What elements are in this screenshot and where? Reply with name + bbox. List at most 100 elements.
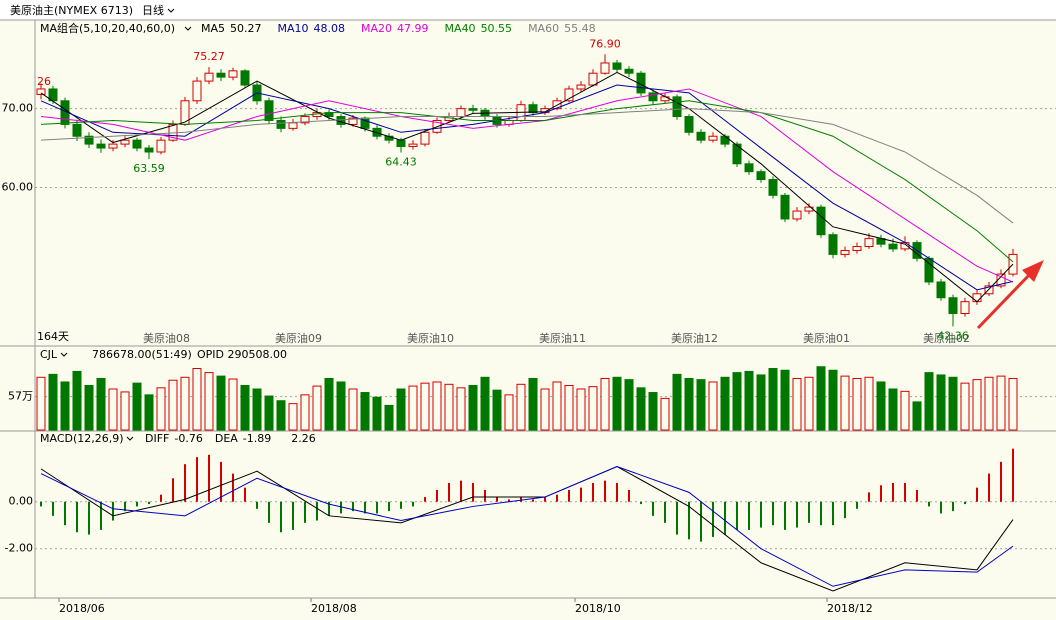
candle-body (924, 257, 934, 283)
volume-chevron[interactable] (60, 352, 68, 357)
volume-bar (504, 394, 514, 431)
volume-bar (144, 394, 154, 431)
legend-value: 48.08 (314, 22, 346, 35)
candle-body (372, 127, 382, 137)
macd-title[interactable]: MACD(12,26,9) (40, 432, 124, 445)
volume-bar (420, 382, 430, 431)
volume-bar (408, 385, 418, 431)
volume-bar (108, 388, 118, 431)
macd-chevron[interactable] (126, 436, 134, 441)
candle-body (408, 143, 418, 147)
x-tick-label: 2018/10 (575, 602, 621, 615)
volume-bar (996, 375, 1006, 431)
candle-body (456, 108, 466, 118)
volume-bar (156, 387, 166, 431)
volume-bar (576, 388, 586, 431)
volume-bar (492, 389, 502, 431)
volume-bar (708, 381, 718, 431)
price-annotation: 64.43 (385, 156, 417, 169)
volume-bar (84, 384, 94, 431)
candle-body (816, 206, 826, 236)
volume-bar (564, 384, 574, 431)
y-tick-label: 0.00 (9, 495, 34, 508)
volume-bar (600, 377, 610, 431)
contract-label: 美原油02 (923, 331, 970, 345)
candle-body (792, 210, 802, 220)
x-tick-label: 2018/06 (59, 602, 105, 615)
candle-body (204, 72, 214, 82)
volume-bar (900, 390, 910, 431)
candle-body (108, 143, 118, 149)
candle-body (780, 194, 790, 220)
volume-bar (732, 372, 742, 431)
candle-body (768, 179, 778, 196)
y-tick-label: -2.00 (5, 542, 33, 555)
volume-bar (288, 403, 298, 431)
volume-bar (372, 396, 382, 431)
candle-body (840, 249, 850, 255)
volume-bar (36, 376, 46, 431)
candle-body (684, 116, 694, 133)
volume-bar (72, 370, 82, 431)
macd-value: 2.26 (291, 432, 316, 445)
volume-bar (432, 381, 442, 431)
volume-bar (588, 386, 598, 431)
legend-name: DEA (215, 432, 238, 445)
volume-bar (348, 388, 358, 431)
price-annotation: 42.36 (937, 329, 969, 342)
candle-body (696, 131, 706, 141)
legend-name: MA60 (528, 22, 559, 35)
candle-body (648, 92, 658, 102)
x-tick-label: 2018/08 (311, 602, 357, 615)
volume-bar (168, 379, 178, 431)
period-chevron[interactable] (167, 8, 175, 13)
candle-body (624, 68, 634, 74)
volume-bar (672, 373, 682, 431)
edge-label: 26 (37, 75, 51, 88)
legend-name: MA40 (445, 22, 476, 35)
candle-body (576, 84, 586, 90)
x-tick-label: 2018/12 (827, 602, 873, 615)
volume-bar (444, 383, 454, 431)
legend-value: 50.55 (481, 22, 513, 35)
volume-title[interactable]: CJL (40, 348, 58, 361)
y-tick-label: 70.00 (2, 102, 34, 115)
volume-bar (696, 379, 706, 431)
volume-bar (60, 381, 70, 431)
volume-bar (768, 368, 778, 431)
volume-bar (804, 376, 814, 431)
arrow-head (1022, 260, 1044, 282)
candle-body (300, 116, 310, 124)
candle-body (864, 238, 874, 248)
volume-bar (96, 377, 106, 431)
contract-label: 美原油11 (539, 331, 586, 345)
volume-bar (456, 387, 466, 431)
price-annotation: 63.59 (133, 162, 165, 175)
legend-value: 50.27 (230, 22, 262, 35)
volume-bar (396, 388, 406, 431)
volume-bar (324, 377, 334, 431)
candle-body (588, 72, 598, 86)
volume-bar (264, 395, 274, 431)
ma-title[interactable]: MA组合(5,10,20,40,60,0) (40, 21, 175, 35)
volume-bar (624, 379, 634, 431)
volume-bar (816, 366, 826, 431)
ma-chevron[interactable] (184, 26, 192, 31)
contract-label: 美原油08 (143, 331, 190, 345)
legend-value: -0.76 (174, 432, 202, 445)
day-count: 164天 (37, 330, 69, 343)
volume-bar (468, 384, 478, 431)
legend-value: 55.48 (564, 22, 596, 35)
volume-bar (300, 394, 310, 431)
y-tick-label: 60.00 (2, 180, 34, 193)
candle-body (420, 131, 430, 145)
volume-bar (516, 383, 526, 431)
candle-body (528, 104, 538, 114)
candle-body (828, 234, 838, 255)
period-selector[interactable]: 日线 (142, 3, 164, 17)
candle-body (288, 122, 298, 129)
candle-body (468, 108, 478, 111)
candle-body (732, 143, 742, 165)
candle-body (960, 301, 970, 314)
